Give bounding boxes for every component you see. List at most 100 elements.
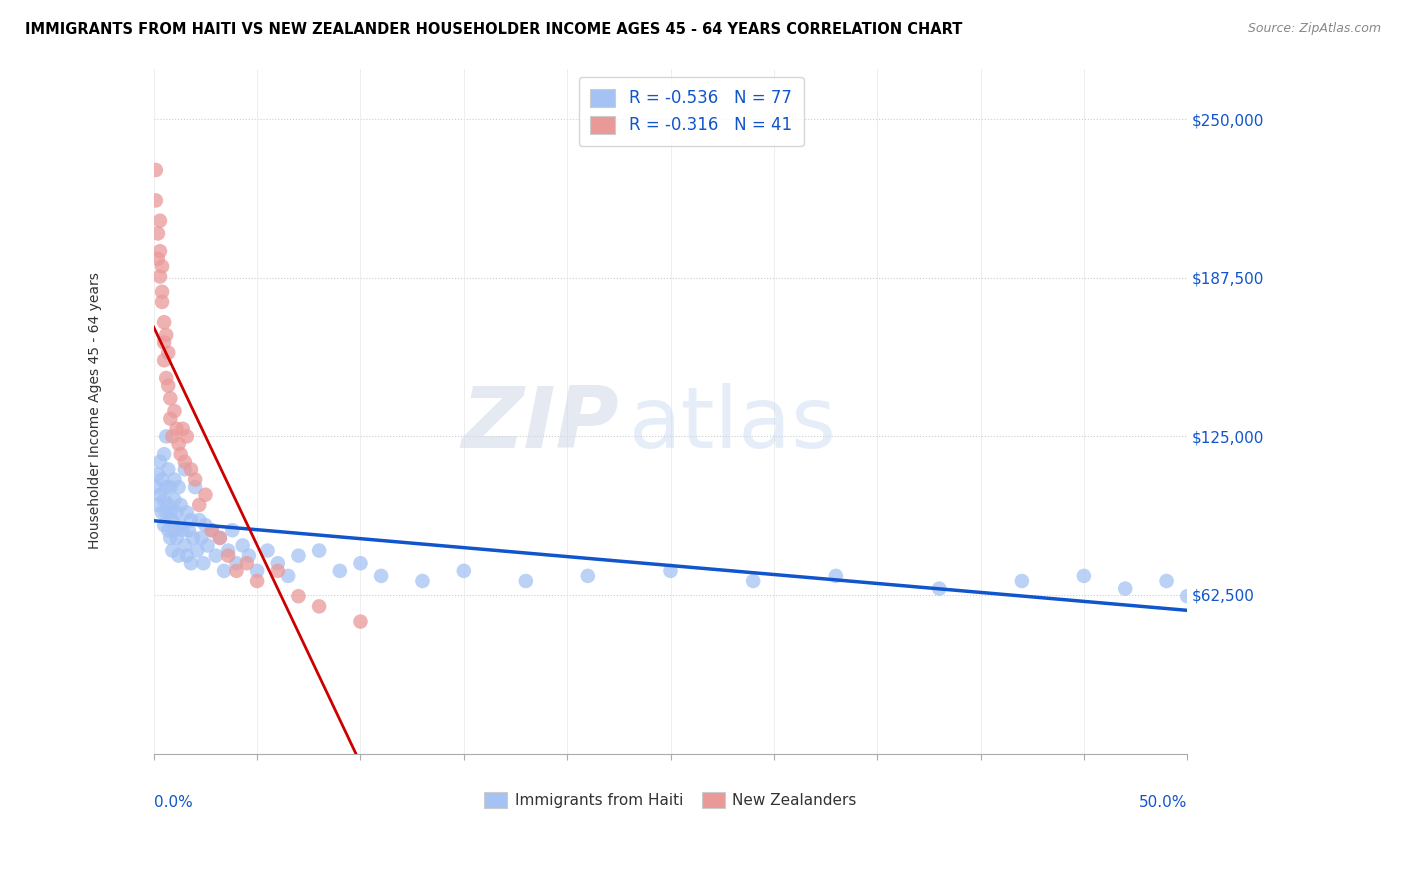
- Point: [256, 543, 278, 558]
- Point: [149, 244, 172, 259]
- Point: [287, 549, 309, 563]
- Point: [329, 564, 352, 578]
- Point: [208, 531, 231, 545]
- Point: [155, 327, 177, 342]
- Point: [576, 569, 599, 583]
- Point: [167, 437, 190, 451]
- Point: [308, 599, 330, 614]
- Point: [824, 569, 846, 583]
- Point: [246, 564, 269, 578]
- Point: [155, 480, 177, 494]
- Point: [145, 194, 167, 208]
- Point: [197, 539, 219, 553]
- Point: [193, 556, 215, 570]
- Point: [208, 531, 231, 545]
- Point: [184, 473, 207, 487]
- Point: [157, 345, 180, 359]
- Point: [1156, 574, 1178, 588]
- Point: [217, 543, 239, 558]
- Point: [349, 615, 371, 629]
- Point: [155, 429, 177, 443]
- Point: [166, 531, 188, 545]
- Point: [515, 574, 537, 588]
- Point: [150, 294, 173, 309]
- Point: [153, 353, 176, 368]
- Point: [149, 269, 172, 284]
- Point: [150, 260, 173, 274]
- Point: [166, 506, 188, 520]
- Point: [159, 411, 181, 425]
- Point: [277, 569, 299, 583]
- Point: [159, 392, 181, 406]
- Point: [659, 564, 682, 578]
- Point: [177, 523, 200, 537]
- Point: [217, 549, 239, 563]
- Point: [194, 488, 217, 502]
- Point: [145, 163, 167, 178]
- Point: [157, 523, 180, 537]
- Point: [287, 589, 309, 603]
- Point: [169, 518, 191, 533]
- Point: [267, 556, 290, 570]
- Point: [157, 378, 180, 392]
- Point: [162, 513, 184, 527]
- Point: [159, 480, 181, 494]
- Point: [162, 543, 184, 558]
- Text: Source: ZipAtlas.com: Source: ZipAtlas.com: [1247, 22, 1381, 36]
- Text: Householder Income Ages 45 - 64 years: Householder Income Ages 45 - 64 years: [89, 273, 103, 549]
- Point: [173, 455, 195, 469]
- Point: [246, 574, 269, 588]
- Point: [163, 523, 186, 537]
- Point: [157, 462, 180, 476]
- Point: [157, 498, 180, 512]
- Point: [201, 523, 224, 537]
- Point: [742, 574, 765, 588]
- Point: [172, 523, 194, 537]
- Point: [155, 371, 177, 385]
- Point: [308, 543, 330, 558]
- Text: IMMIGRANTS FROM HAITI VS NEW ZEALANDER HOUSEHOLDER INCOME AGES 45 - 64 YEARS COR: IMMIGRANTS FROM HAITI VS NEW ZEALANDER H…: [25, 22, 963, 37]
- Point: [146, 467, 169, 482]
- Point: [201, 523, 224, 537]
- Point: [225, 556, 247, 570]
- Point: [146, 227, 169, 241]
- Text: ZIP: ZIP: [461, 384, 619, 467]
- Point: [169, 498, 191, 512]
- Point: [370, 569, 392, 583]
- Point: [159, 506, 181, 520]
- Point: [176, 429, 198, 443]
- Point: [153, 315, 176, 329]
- Point: [167, 549, 190, 563]
- Point: [173, 539, 195, 553]
- Text: 50.0%: 50.0%: [1139, 795, 1187, 810]
- Point: [166, 422, 188, 436]
- Point: [153, 518, 176, 533]
- Point: [1073, 569, 1095, 583]
- Point: [149, 213, 172, 227]
- Point: [212, 564, 235, 578]
- Point: [180, 513, 202, 527]
- Point: [411, 574, 433, 588]
- Legend: Immigrants from Haiti, New Zealanders: Immigrants from Haiti, New Zealanders: [478, 786, 863, 814]
- Point: [146, 498, 169, 512]
- Point: [153, 492, 176, 507]
- Point: [349, 556, 371, 570]
- Point: [150, 506, 173, 520]
- Point: [190, 531, 212, 545]
- Point: [153, 447, 176, 461]
- Point: [928, 582, 950, 596]
- Point: [188, 513, 211, 527]
- Point: [188, 498, 211, 512]
- Point: [181, 531, 204, 545]
- Point: [163, 473, 186, 487]
- Point: [159, 531, 181, 545]
- Point: [169, 447, 191, 461]
- Point: [146, 252, 169, 266]
- Point: [225, 564, 247, 578]
- Point: [238, 549, 260, 563]
- Point: [453, 564, 475, 578]
- Point: [180, 556, 202, 570]
- Point: [176, 549, 198, 563]
- Point: [267, 564, 290, 578]
- Point: [232, 539, 254, 553]
